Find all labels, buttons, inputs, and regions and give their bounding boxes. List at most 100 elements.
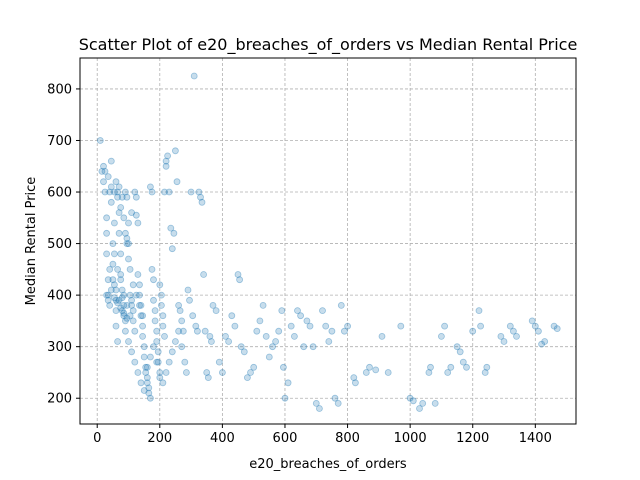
scatter-point (541, 338, 549, 345)
scatter-point (131, 188, 139, 196)
scatter-point (168, 348, 176, 356)
scatter-point (340, 327, 348, 335)
scatter-point (122, 229, 129, 237)
scatter-point (106, 301, 114, 309)
scatter-point (437, 332, 445, 340)
scatter-point (315, 405, 323, 412)
scatter-point (234, 271, 242, 278)
scatter-point (114, 193, 121, 201)
scatter-point (134, 369, 142, 376)
scatter-point (186, 296, 193, 304)
x-tick-label: 800 (335, 431, 360, 446)
scatter-point (250, 363, 258, 371)
scatter-point (115, 229, 123, 237)
scatter-point (236, 276, 244, 284)
scatter-point (328, 327, 336, 335)
scatter-point (162, 369, 170, 376)
scatter-point (481, 369, 489, 376)
scatter-point (269, 343, 276, 351)
scatter-point (535, 327, 542, 335)
scatter-point (106, 265, 114, 273)
scatter-point (351, 379, 359, 387)
y-tick-label: 300 (47, 340, 72, 355)
scatter-point (272, 338, 280, 345)
y-axis-label: Median Rental Price (24, 177, 39, 306)
scatter-point (384, 369, 392, 376)
x-axis-label: e20_breaches_of_orders (249, 457, 407, 472)
scatter-point (182, 369, 190, 376)
scatter-point (126, 291, 134, 299)
scatter-point (145, 389, 153, 397)
scatter-point (179, 327, 187, 335)
scatter-point (109, 276, 117, 284)
scatter-point (118, 294, 126, 302)
y-tick-label: 700 (47, 134, 72, 149)
scatter-point (218, 369, 226, 376)
scatter-point (181, 358, 189, 366)
scatter-point (114, 338, 121, 345)
scatter-point (123, 240, 131, 248)
scatter-point (117, 304, 125, 312)
scatter-point (178, 317, 186, 325)
scatter-point (123, 234, 131, 242)
scatter-point (184, 286, 192, 294)
scatter-point (157, 291, 165, 299)
scatter-point (120, 312, 128, 320)
scatter-point (153, 327, 161, 335)
scatter-point (165, 188, 173, 196)
scatter-point (162, 157, 170, 165)
scatter-point (231, 322, 239, 330)
scatter-point (154, 348, 162, 356)
scatter-point (419, 399, 427, 407)
scatter-point (197, 193, 204, 201)
x-tick-label: 200 (147, 431, 172, 446)
scatter-point (171, 147, 179, 155)
scatter-point (312, 399, 320, 407)
scatter-point (506, 322, 514, 330)
scatter-point (136, 291, 143, 299)
scatter-point (123, 314, 131, 322)
scatter-point (146, 183, 154, 191)
scatter-point (120, 309, 128, 317)
scatter-point (201, 327, 209, 335)
scatter-point (372, 366, 380, 374)
scatter-point (128, 296, 136, 304)
scatter-point (139, 322, 147, 330)
plot-frame (79, 57, 577, 425)
x-tick-label: 400 (210, 431, 235, 446)
scatter-point (297, 312, 305, 320)
scatter-point (137, 312, 145, 320)
scatter-point (409, 397, 417, 405)
scatter-point (118, 193, 126, 201)
scatter-point (153, 338, 161, 345)
scatter-point (159, 312, 167, 320)
scatter-point (222, 332, 229, 340)
scatter-point (500, 338, 508, 345)
scatter-point (129, 307, 137, 315)
scatter-point (112, 296, 120, 304)
scatter-point (143, 374, 151, 382)
scatter-point (111, 250, 118, 258)
scatter-point (122, 317, 129, 325)
scatter-point (259, 301, 267, 309)
scatter-point (416, 405, 423, 412)
scatter-point (162, 162, 170, 170)
scatter-point (104, 291, 112, 299)
scatter-point (171, 338, 179, 345)
scatter-point (112, 307, 120, 315)
scatter-point (553, 325, 561, 333)
scatter-point (463, 363, 470, 371)
scatter-point (198, 198, 206, 206)
y-axis-ticks: 200 300 400 500 600 700 800 (47, 82, 80, 407)
scatter-point (290, 332, 298, 340)
scatter-point (178, 343, 186, 351)
scatter-point (103, 229, 110, 237)
scatter-point (300, 343, 308, 351)
scatter-point (146, 353, 154, 361)
scatter-point (444, 369, 452, 376)
scatter-point (115, 296, 123, 304)
scatter-point (118, 307, 126, 315)
scatter-point (195, 188, 203, 196)
scatter-point (114, 188, 121, 196)
scatter-point (165, 358, 173, 366)
